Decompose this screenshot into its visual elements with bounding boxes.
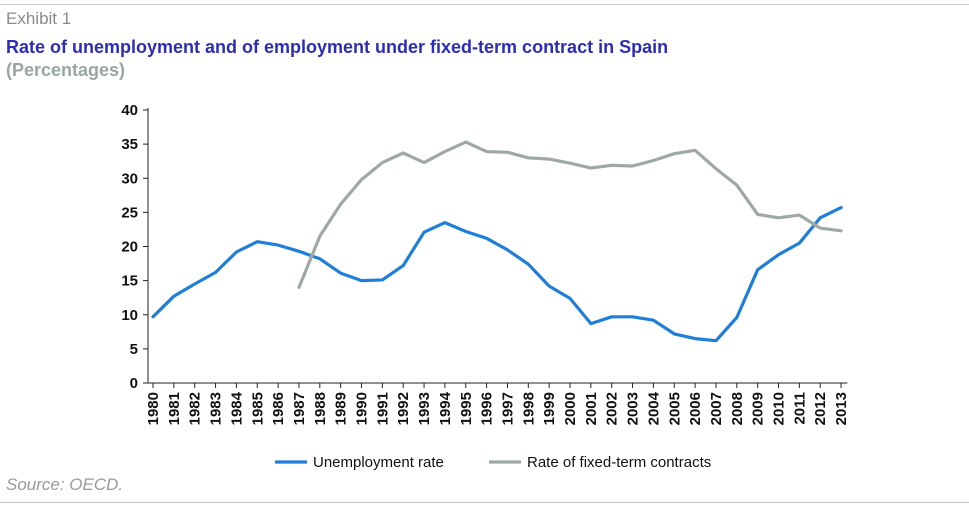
x-tick-label: 1986 (270, 392, 287, 425)
x-tick-label: 1987 (291, 392, 308, 425)
bottom-rule (0, 502, 969, 503)
x-tick-label: 2007 (708, 392, 725, 425)
x-tick-label: 2004 (645, 391, 662, 425)
x-tick-label: 1995 (458, 392, 475, 425)
unemployment-rate-line (151, 206, 843, 343)
y-tick-label: 30 (121, 170, 138, 187)
legend-label-unemployment: Unemployment rate (313, 454, 444, 471)
x-tick-label: 2008 (729, 392, 746, 425)
x-tick-label: 2001 (583, 392, 600, 425)
chart-title: Rate of unemployment and of employment u… (6, 37, 669, 57)
x-tick-label: 1983 (208, 392, 225, 425)
x-tick-label: 1981 (166, 392, 183, 425)
y-tick-label: 0 (130, 375, 138, 392)
x-tick-label: 1998 (520, 392, 537, 425)
x-tick-label: 1997 (499, 392, 516, 425)
x-tick-label: 2000 (562, 392, 579, 425)
y-tick-label: 15 (121, 273, 138, 290)
x-tick-label: 1980 (145, 392, 162, 425)
x-tick-label: 1991 (374, 392, 391, 425)
chart-legend: Unemployment rate Rate of fixed-term cont… (275, 454, 711, 471)
y-tick-label: 35 (121, 136, 138, 153)
chart-lines (151, 140, 843, 343)
y-tick-label: 5 (130, 341, 138, 358)
x-tick-label: 1984 (228, 391, 245, 425)
x-tick-label: 1990 (354, 392, 371, 425)
top-rule (0, 4, 969, 5)
x-tick-label: 1989 (333, 392, 350, 425)
y-tick-label: 40 (121, 102, 138, 119)
y-tick-label: 25 (121, 204, 138, 221)
fixed-term-contracts-line (297, 140, 843, 289)
x-tick-label: 1994 (437, 391, 454, 425)
exhibit-label: Exhibit 1 (6, 9, 72, 28)
x-tick-label: 2010 (771, 392, 788, 425)
y-tick-label: 20 (121, 239, 138, 256)
x-tick-label: 1985 (249, 392, 266, 425)
x-tick-label: 2011 (791, 392, 808, 425)
x-tick-label: 2003 (625, 392, 642, 425)
x-tick-label: 1996 (479, 392, 496, 425)
x-tick-label: 1999 (541, 392, 558, 425)
x-tick-label: 1982 (187, 392, 204, 425)
x-tick-label: 2009 (750, 392, 767, 425)
x-tick-label: 2005 (666, 392, 683, 425)
chart-axes: 0 5 10 15 20 25 30 35 40 1980 1981 1982 1983 1984 1985… (121, 102, 850, 425)
x-tick-label: 2006 (687, 392, 704, 425)
source-note: Source: OECD. (6, 475, 124, 494)
y-tick-label: 10 (121, 307, 138, 324)
x-tick-label: 1992 (395, 392, 412, 425)
chart-subtitle: (Percentages) (6, 60, 126, 80)
x-tick-label: 2013 (833, 392, 850, 425)
legend-label-fixed-term: Rate of fixed-term contracts (527, 454, 711, 471)
x-tick-label: 1988 (312, 392, 329, 425)
x-tick-label: 1993 (416, 392, 433, 425)
x-tick-label: 2012 (812, 392, 829, 425)
x-tick-label: 2002 (604, 392, 621, 425)
